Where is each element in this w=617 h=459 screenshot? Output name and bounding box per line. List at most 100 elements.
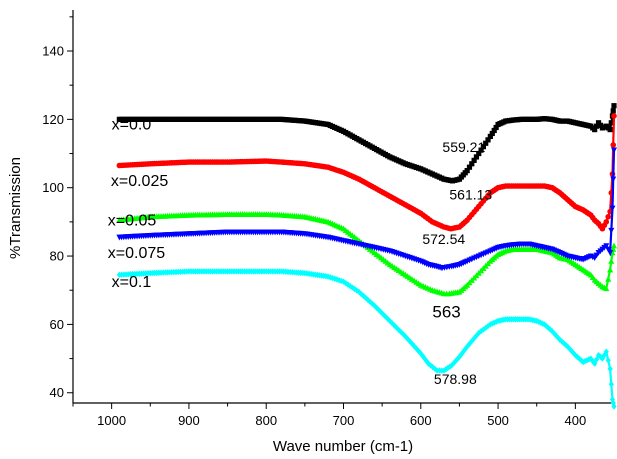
series-x-0-1-marker (362, 294, 369, 301)
series-x-0-1-marker (478, 328, 484, 335)
series-x-0-05-marker (608, 257, 615, 264)
series-x-0-1-marker (611, 403, 617, 410)
series-x-0-1-marker (489, 320, 495, 327)
series-x-0-1-marker (391, 322, 397, 329)
series-x-0-075-marker (608, 227, 615, 234)
series-x-0-1-marker (347, 282, 353, 290)
series-x-0-1-marker (411, 342, 417, 350)
series-x-0-1-marker (349, 284, 355, 291)
series-x-0-0-marker (608, 120, 614, 126)
series-x-0-1-marker (590, 357, 596, 365)
series-x-0-1-marker (456, 353, 463, 361)
y-tick-label: 140 (42, 44, 64, 59)
series-label: x=0.075 (108, 245, 165, 262)
series-x-0-1-marker (325, 273, 331, 280)
series-x-0-1-marker (555, 334, 561, 341)
series-x-0-0-marker (610, 108, 616, 114)
series-x-0-075-marker (605, 246, 612, 253)
series-x-0-1-marker (430, 363, 436, 371)
series-x-0-075-marker (610, 176, 617, 183)
y-tick-label: 40 (50, 385, 64, 400)
series-x-0-0-marker (480, 144, 486, 150)
series-x-0-1-marker (605, 357, 611, 364)
series-x-0-05-line (119, 213, 616, 295)
x-tick-label: 700 (333, 413, 355, 428)
y-tick-label: 120 (42, 112, 64, 127)
series-label: x=0.0 (112, 117, 152, 134)
series-x-0-1-marker (572, 351, 578, 359)
series-x-0-1-marker (545, 324, 551, 332)
series-x-0-075-marker (603, 243, 610, 249)
series-x-0-1-marker (351, 285, 358, 293)
series-x-0-075-marker (609, 205, 616, 212)
series-x-0-1-marker (553, 332, 559, 339)
series-x-0-1-marker (595, 351, 602, 359)
series-x-0-1-marker (594, 356, 600, 363)
series-x-0-1-marker (358, 290, 364, 298)
series-x-0-0-marker (594, 123, 600, 129)
series-x-0-0-marker (473, 154, 480, 160)
series-x-0-1-marker (432, 365, 438, 373)
series-x-0-0-marker (489, 130, 495, 137)
peak-annotation: 561.13 (449, 187, 492, 203)
series-x-0-0-marker (485, 137, 491, 143)
series-x-0-0-marker (471, 157, 477, 163)
series-x-0-025-line (119, 115, 616, 231)
series-x-0-1-marker (396, 326, 402, 333)
series-x-0-0 (116, 103, 617, 184)
series-x-0-1-marker (588, 355, 594, 362)
series-x-0-025 (116, 113, 617, 232)
series-x-0-1-marker (592, 360, 598, 367)
peak-annotation: 578.98 (434, 371, 477, 387)
x-tick-label: 500 (487, 413, 509, 428)
series-x-0-025-marker (610, 142, 617, 148)
series-x-0-0-marker (483, 140, 489, 146)
series-x-0-0-marker (592, 127, 598, 133)
series-x-0-1-marker (462, 345, 468, 353)
series-x-0-1-marker (371, 302, 378, 309)
series-x-0-1-marker (483, 324, 489, 332)
series-x-0-1-marker (570, 349, 577, 357)
series-x-0-05-marker (605, 275, 612, 282)
series-x-0-025-marker (611, 113, 617, 119)
series-x-0-1-marker (415, 347, 422, 355)
series-x-0-0-marker (469, 161, 475, 167)
series-x-0-1-marker (607, 365, 613, 373)
series-x-0-1-marker (578, 357, 584, 364)
series-x-0-1-marker (603, 348, 609, 355)
series-x-0-1-marker (460, 348, 466, 355)
series-x-0-1-marker (447, 363, 453, 370)
series-x-0-05 (116, 211, 617, 297)
series-x-0-05-marker (603, 285, 610, 292)
peak-annotation: 572.54 (422, 231, 465, 247)
series-x-0-025-marker (605, 213, 612, 220)
series-x-0-1-marker (374, 304, 380, 312)
x-axis-label: Wave number (cm-1) (273, 438, 413, 455)
series-label: x=0.05 (108, 212, 157, 229)
series-x-0-1-marker (382, 313, 389, 320)
peak-annotation: 563 (432, 303, 460, 322)
series-x-0-1-marker (547, 326, 553, 333)
series-label: x=0.1 (112, 274, 152, 291)
series-x-0-1-marker (563, 341, 569, 349)
peak-annotation: 559.21 (442, 139, 485, 155)
series-x-0-1-marker (334, 276, 340, 283)
series-x-0-05-marker (611, 242, 617, 249)
series-x-0-1-marker (367, 298, 373, 305)
series-x-0-0-marker (466, 164, 473, 170)
x-tick-label: 400 (565, 413, 587, 428)
x-tick-label: 600 (410, 413, 432, 428)
series-x-0-0-marker (607, 127, 613, 133)
x-tick-label: 900 (178, 413, 200, 428)
series-x-0-025-marker (603, 219, 610, 225)
y-tick-label: 100 (42, 180, 64, 195)
y-tick-label: 60 (50, 317, 64, 332)
series-x-0-1 (116, 268, 617, 410)
series-x-0-075 (116, 147, 617, 272)
series-x-0-1-marker (608, 381, 614, 388)
series-x-0-1-marker (327, 274, 333, 281)
series-label: x=0.025 (111, 173, 168, 190)
series-x-0-1-marker (464, 343, 470, 350)
series-x-0-1-marker (387, 317, 393, 325)
